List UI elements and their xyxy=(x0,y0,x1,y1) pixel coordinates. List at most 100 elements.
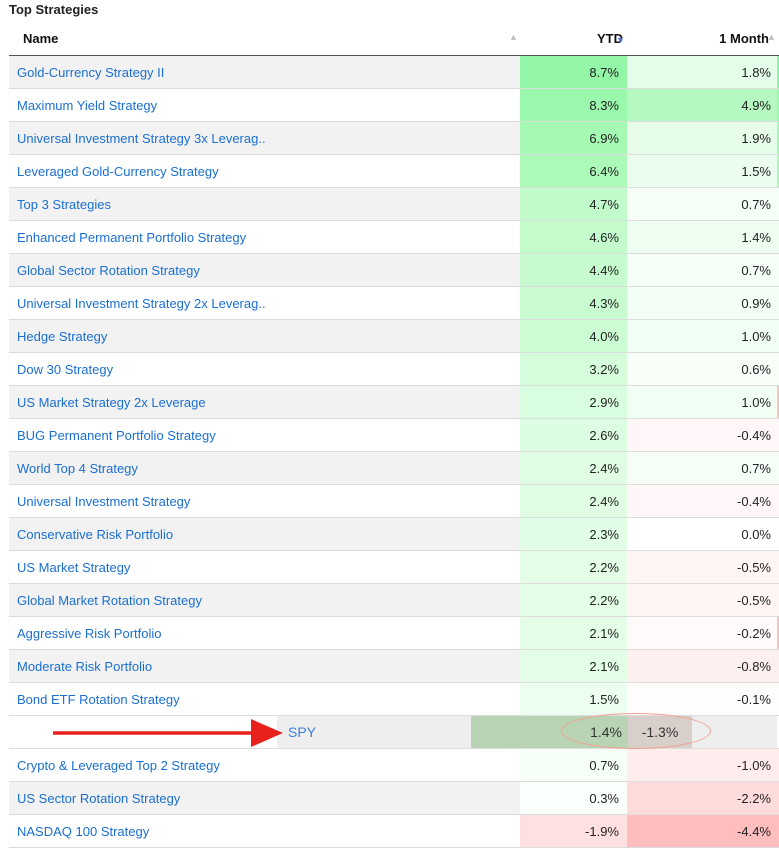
month-value: 1.8% xyxy=(741,65,771,80)
name-cell: Crypto & Leveraged Top 2 Strategy xyxy=(9,749,520,781)
strategy-link[interactable]: Crypto & Leveraged Top 2 Strategy xyxy=(17,758,220,773)
strategy-link[interactable]: Dow 30 Strategy xyxy=(17,362,114,377)
month-value: 1.4% xyxy=(741,230,771,245)
month-value: 1.0% xyxy=(741,395,771,410)
month-cell: -0.4% xyxy=(627,419,779,451)
name-cell: US Market Strategy xyxy=(9,551,520,583)
month-value: -0.5% xyxy=(737,593,771,608)
name-cell: Universal Investment Strategy 2x Leverag… xyxy=(9,287,520,319)
name-cell: Maximum Yield Strategy xyxy=(9,89,520,121)
strategy-link[interactable]: Universal Investment Strategy xyxy=(17,494,191,509)
month-value: 0.9% xyxy=(741,296,771,311)
strategy-link[interactable]: Top 3 Strategies xyxy=(17,197,111,212)
month-value: -0.1% xyxy=(737,692,771,707)
month-cell: 0.7% xyxy=(627,452,779,484)
name-cell: Global Market Rotation Strategy xyxy=(9,584,520,616)
table-row: Conservative Risk Portfolio 2.3% 0.0% xyxy=(9,518,779,551)
ytd-value: 2.3% xyxy=(589,527,619,542)
strategy-link[interactable]: Bond ETF Rotation Strategy xyxy=(17,692,180,707)
ytd-cell: 2.2% xyxy=(520,584,627,616)
sort-desc-icon[interactable]: ▼ xyxy=(616,35,625,45)
ytd-cell: 2.2% xyxy=(520,551,627,583)
name-cell: NASDAQ 100 Strategy xyxy=(9,815,520,847)
strategy-link[interactable]: World Top 4 Strategy xyxy=(17,461,138,476)
ytd-cell: 4.4% xyxy=(520,254,627,286)
name-cell: Dow 30 Strategy xyxy=(9,353,520,385)
ytd-cell: 3.2% xyxy=(520,353,627,385)
month-value: 0.7% xyxy=(741,263,771,278)
ytd-cell: -1.9% xyxy=(520,815,627,847)
table-row: Maximum Yield Strategy 8.3% 4.9% xyxy=(9,89,779,122)
strategy-link[interactable]: Global Market Rotation Strategy xyxy=(17,593,202,608)
table-row: Global Market Rotation Strategy 2.2% -0.5% xyxy=(9,584,779,617)
ytd-value: 6.9% xyxy=(589,131,619,146)
table-row: BUG Permanent Portfolio Strategy 2.6% -0.4… xyxy=(9,419,779,452)
table-row: US Sector Rotation Strategy 0.3% -2.2% xyxy=(9,782,779,815)
month-cell: -0.5% xyxy=(627,584,779,616)
table-row: Hedge Strategy 4.0% 1.0% xyxy=(9,320,779,353)
strategy-link[interactable]: Moderate Risk Portfolio xyxy=(17,659,153,674)
strategy-link[interactable]: Global Sector Rotation Strategy xyxy=(17,263,200,278)
strategy-link[interactable]: NASDAQ 100 Strategy xyxy=(17,824,150,839)
strategy-link[interactable]: Gold-Currency Strategy II xyxy=(17,65,165,80)
strategy-link[interactable]: Conservative Risk Portfolio xyxy=(17,527,174,542)
column-header-1-month[interactable]: 1 Month xyxy=(719,31,769,46)
month-cell: -0.8% xyxy=(627,650,779,682)
ytd-cell: 8.7% xyxy=(520,56,627,88)
ytd-cell: 4.6% xyxy=(520,221,627,253)
ytd-value: 2.1% xyxy=(589,659,619,674)
month-cell: 0.6% xyxy=(627,353,779,385)
ytd-value: 1.5% xyxy=(589,692,619,707)
month-cell: 0.7% xyxy=(627,254,779,286)
strategy-link[interactable]: US Market Strategy 2x Leverage xyxy=(17,395,206,410)
ytd-cell: 2.6% xyxy=(520,419,627,451)
ytd-value: 2.1% xyxy=(589,626,619,641)
strategy-link[interactable]: US Market Strategy xyxy=(17,560,131,575)
table-row: Gold-Currency Strategy II 8.7% 1.8% xyxy=(9,56,779,89)
ytd-value: 0.7% xyxy=(589,758,619,773)
strategy-link[interactable]: Maximum Yield Strategy xyxy=(17,98,158,113)
strategy-link[interactable]: BUG Permanent Portfolio Strategy xyxy=(17,428,216,443)
highlight-oval xyxy=(561,713,711,749)
name-cell: Conservative Risk Portfolio xyxy=(9,518,520,550)
table-body: Gold-Currency Strategy II 8.7% 1.8% Maximum… xyxy=(9,56,779,716)
name-cell: US Market Strategy 2x Leverage xyxy=(9,386,520,418)
strategy-link[interactable]: Enhanced Permanent Portfolio Strategy xyxy=(17,230,247,245)
month-value: 1.5% xyxy=(741,164,771,179)
ytd-value: 2.4% xyxy=(589,494,619,509)
month-cell: -0.1% xyxy=(627,683,779,715)
strategy-link[interactable]: Leveraged Gold-Currency Strategy xyxy=(17,164,219,179)
strategy-link[interactable]: Universal Investment Strategy 3x Leverag… xyxy=(17,131,266,146)
strategy-link[interactable]: US Sector Rotation Strategy xyxy=(17,791,181,806)
name-cell: World Top 4 Strategy xyxy=(9,452,520,484)
red-arrow-icon xyxy=(53,719,283,747)
month-value: -0.5% xyxy=(737,560,771,575)
ytd-cell: 2.1% xyxy=(520,650,627,682)
month-value: -1.0% xyxy=(737,758,771,773)
strategy-link[interactable]: Aggressive Risk Portfolio xyxy=(17,626,162,641)
table-row: NASDAQ 100 Strategy -1.9% -4.4% xyxy=(9,815,779,848)
month-cell: -0.2% xyxy=(627,617,779,649)
ytd-cell: 4.3% xyxy=(520,287,627,319)
ytd-cell: 2.4% xyxy=(520,485,627,517)
ytd-cell: 6.9% xyxy=(520,122,627,154)
strategy-link[interactable]: Hedge Strategy xyxy=(17,329,108,344)
month-value: 1.0% xyxy=(741,329,771,344)
sort-icon[interactable]: ▲ xyxy=(509,32,518,42)
sort-icon[interactable]: ▲ xyxy=(767,32,776,42)
name-cell: Gold-Currency Strategy II xyxy=(9,56,520,88)
ytd-value: 2.6% xyxy=(589,428,619,443)
spy-link[interactable]: SPY xyxy=(288,724,317,740)
column-header-ytd[interactable]: YTD xyxy=(597,31,623,46)
column-header-name[interactable]: Name xyxy=(23,31,59,46)
cell-edge xyxy=(777,155,779,187)
ytd-value: 4.6% xyxy=(589,230,619,245)
strategy-link[interactable]: Universal Investment Strategy 2x Leverag… xyxy=(17,296,266,311)
ytd-value: 0.3% xyxy=(589,791,619,806)
table-row: World Top 4 Strategy 2.4% 0.7% xyxy=(9,452,779,485)
table-row: Universal Investment Strategy 3x Leverag… xyxy=(9,122,779,155)
month-cell: -4.4% xyxy=(627,815,779,847)
ytd-cell: 4.0% xyxy=(520,320,627,352)
month-cell: 0.9% xyxy=(627,287,779,319)
ytd-value: 4.0% xyxy=(589,329,619,344)
